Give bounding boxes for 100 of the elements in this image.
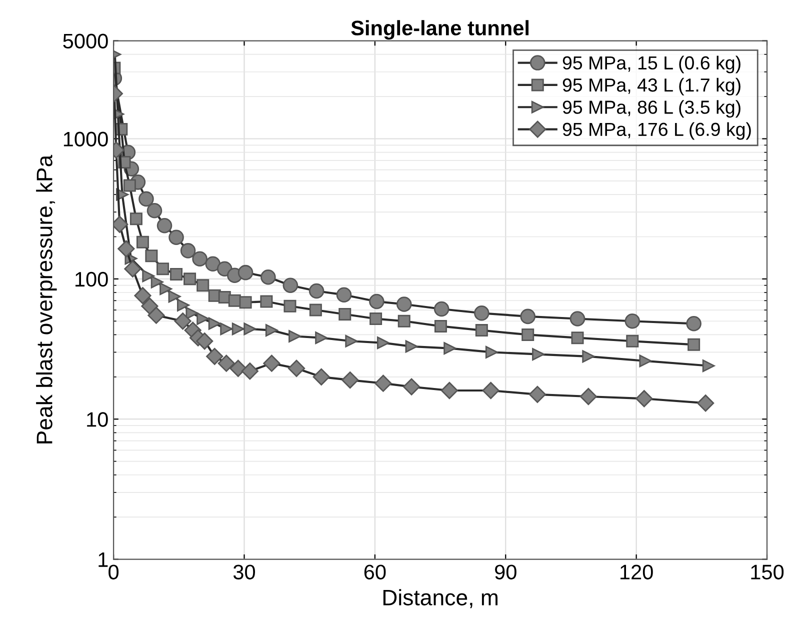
point: [440, 382, 458, 400]
point: [138, 191, 154, 207]
point: [345, 334, 358, 348]
point: [475, 324, 488, 337]
point: [196, 279, 210, 292]
y-tick-label: 100: [76, 272, 108, 287]
point: [485, 346, 498, 358]
point: [196, 332, 214, 350]
legend-label: 95 MPa, 176 L (6.9 kg): [562, 122, 751, 140]
chart-title: Single-lane tunnel: [351, 20, 529, 40]
point: [241, 362, 258, 380]
point: [636, 390, 653, 408]
point: [370, 312, 382, 325]
point: [522, 328, 534, 341]
point: [315, 332, 328, 344]
point: [208, 317, 221, 330]
point: [184, 272, 196, 286]
point: [312, 368, 330, 386]
y-tick-label: 5000: [63, 34, 108, 49]
y-tick-label: 1: [98, 552, 108, 567]
point: [265, 324, 278, 337]
point: [168, 230, 184, 245]
point: [260, 295, 273, 308]
point: [156, 262, 170, 276]
y-tick-label: 1000: [64, 132, 108, 147]
x-tick-label: 120: [620, 564, 653, 580]
point: [186, 306, 198, 320]
point: [288, 330, 302, 343]
point: [626, 334, 639, 348]
point: [168, 290, 181, 303]
point: [136, 236, 149, 248]
point: [532, 348, 545, 361]
point: [218, 354, 235, 372]
point: [434, 320, 447, 332]
point: [263, 354, 280, 372]
point: [239, 296, 252, 309]
point: [405, 340, 418, 353]
point: [624, 313, 640, 329]
point: [688, 338, 700, 351]
point: [528, 386, 546, 403]
legend-label: 95 MPa, 43 L (1.7 kg): [562, 78, 740, 96]
point: [697, 394, 714, 412]
point: [342, 371, 359, 389]
point: [196, 312, 210, 325]
point: [402, 378, 420, 396]
point: [146, 203, 162, 218]
point: [148, 306, 165, 324]
point: [118, 240, 135, 258]
point: [284, 300, 296, 312]
point: [123, 179, 136, 192]
point: [338, 308, 352, 320]
point: [282, 278, 298, 293]
point: [124, 260, 142, 278]
point: [474, 306, 490, 321]
point: [336, 287, 352, 302]
point: [702, 360, 715, 372]
point: [156, 218, 172, 234]
x-tick-label: 30: [233, 564, 256, 580]
point: [228, 294, 241, 307]
point: [170, 268, 183, 280]
point: [434, 301, 450, 317]
point: [639, 354, 652, 368]
x-tick-label: 60: [364, 564, 386, 580]
point: [244, 322, 256, 336]
point: [232, 322, 244, 336]
point: [142, 270, 155, 282]
point: [150, 276, 164, 288]
point: [230, 360, 247, 377]
point: [369, 294, 384, 310]
point: [686, 316, 702, 332]
x-tick-label: 0: [108, 564, 119, 580]
x-tick-label: 150: [751, 564, 784, 580]
point: [570, 311, 586, 326]
point: [130, 212, 142, 226]
point: [482, 382, 500, 400]
point: [309, 304, 322, 316]
point: [520, 308, 536, 324]
point: [288, 360, 306, 377]
point: [205, 256, 221, 272]
x-tick-label: 90: [495, 564, 516, 580]
point: [145, 250, 158, 262]
point: [206, 348, 224, 365]
x-axis-title: Distance, m: [383, 589, 498, 608]
point: [141, 298, 158, 315]
point: [180, 243, 196, 258]
point: [160, 282, 172, 296]
legend-label: 95 MPa, 86 L (3.5 kg): [562, 100, 740, 118]
point: [220, 322, 233, 336]
point: [260, 269, 276, 285]
legend-label: 95 MPa, 15 L (0.6 kg): [562, 56, 740, 74]
point: [396, 296, 412, 312]
point: [580, 388, 597, 406]
y-axis-title: Peak blast overpressure, kPa: [36, 154, 57, 444]
point: [398, 314, 410, 328]
point: [238, 264, 254, 280]
point: [308, 283, 324, 299]
point: [582, 350, 595, 363]
point: [134, 287, 152, 304]
point: [376, 336, 390, 350]
point: [571, 332, 584, 344]
